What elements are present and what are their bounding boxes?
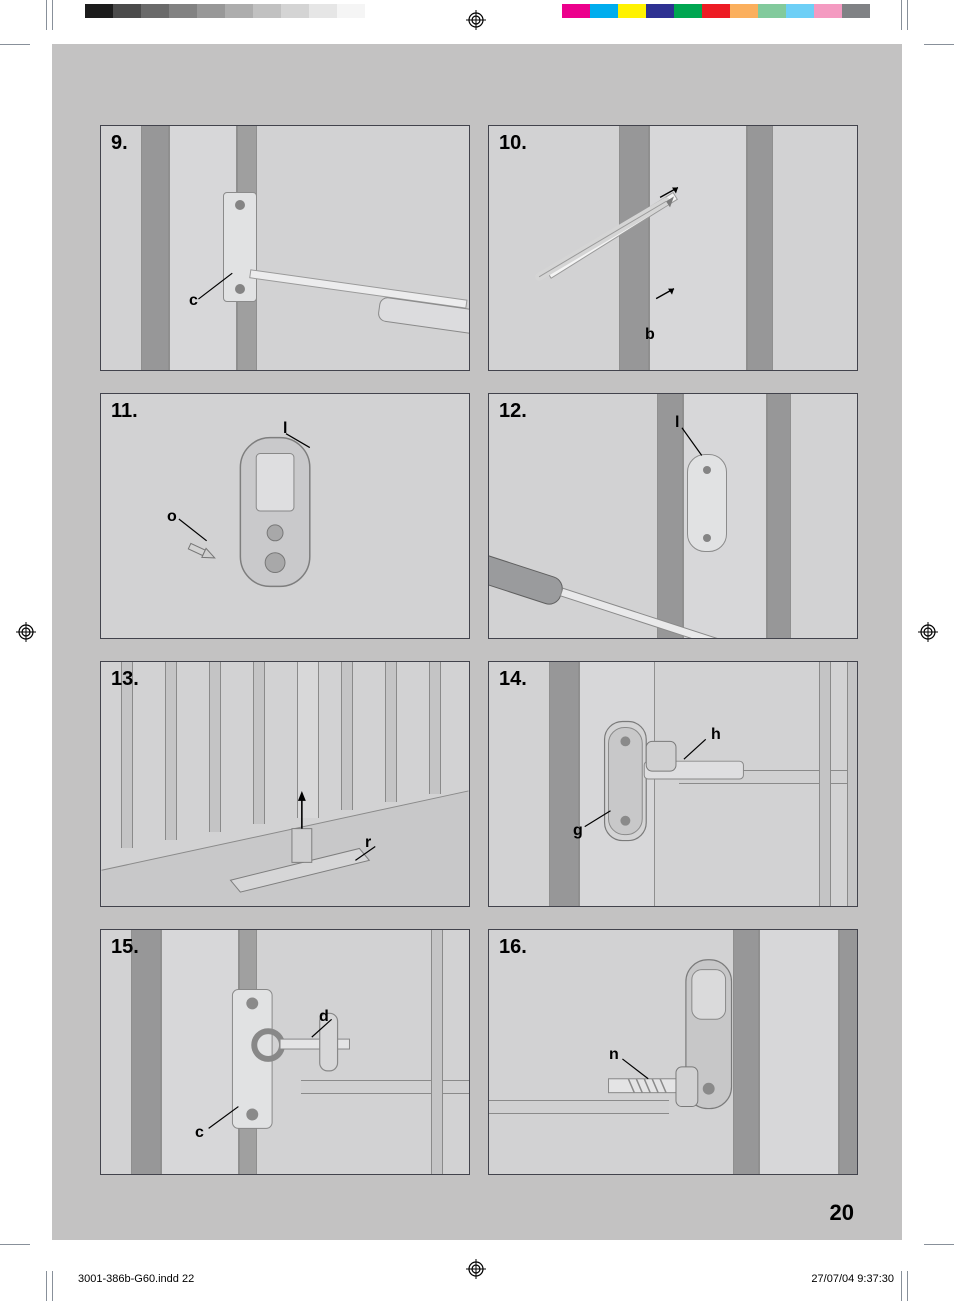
crop-mark	[52, 1271, 53, 1301]
panel-12: 12. l	[488, 393, 858, 639]
crop-mark	[0, 1244, 30, 1245]
crop-mark	[907, 1271, 908, 1301]
illustration: l	[489, 394, 857, 638]
crop-mark	[0, 44, 30, 45]
panel-10: 10.	[488, 125, 858, 371]
part-label: h	[711, 726, 721, 744]
part-label: l	[675, 414, 679, 432]
part-label: d	[319, 1008, 329, 1026]
panel-number: 14.	[499, 668, 527, 691]
illustration: c	[101, 126, 469, 370]
panel-9: 9. c	[100, 125, 470, 371]
part-label: g	[573, 822, 583, 840]
color-calibration-bars	[562, 4, 870, 18]
crop-mark	[52, 0, 53, 30]
footer-timestamp: 27/07/04 9:37:30	[811, 1273, 894, 1285]
registration-mark-icon	[16, 622, 36, 642]
panel-15: 15.	[100, 929, 470, 1175]
panel-11: 11.	[100, 393, 470, 639]
crop-mark	[901, 1271, 902, 1301]
illustration: b	[489, 126, 857, 370]
part-label: c	[189, 292, 198, 310]
print-marks-top	[0, 0, 954, 40]
illustration: n	[489, 930, 857, 1174]
panel-14: 14.	[488, 661, 858, 907]
illustration: d c	[101, 930, 469, 1174]
registration-mark-icon	[466, 10, 486, 30]
panel-number: 11.	[111, 400, 138, 423]
part-label: r	[365, 834, 371, 852]
illustration: r	[101, 662, 469, 906]
panel-number: 10.	[499, 132, 527, 155]
crop-mark	[907, 0, 908, 30]
illustration: l o	[101, 394, 469, 638]
panels-grid: 9. c	[100, 125, 858, 1175]
page-number: 20	[830, 1200, 854, 1226]
footer-filename: 3001-386b-G60.indd 22	[78, 1273, 194, 1285]
panel-number: 12.	[499, 400, 527, 423]
part-label: l	[283, 420, 287, 438]
crop-mark	[924, 1244, 954, 1245]
panel-16: 16.	[488, 929, 858, 1175]
gray-calibration-bars	[85, 4, 365, 18]
part-label: o	[167, 508, 177, 526]
registration-mark-icon	[918, 622, 938, 642]
part-label: b	[645, 326, 655, 344]
crop-mark	[46, 1271, 47, 1301]
crop-mark	[924, 44, 954, 45]
crop-mark	[901, 0, 902, 30]
part-label: c	[195, 1124, 204, 1142]
crop-mark	[46, 0, 47, 30]
content-area: 9. c	[100, 125, 858, 1175]
footer: 3001-386b-G60.indd 22 27/07/04 9:37:30	[78, 1273, 894, 1285]
panel-number: 15.	[111, 936, 139, 959]
panel-number: 16.	[499, 936, 527, 959]
panel-13: 13.	[100, 661, 470, 907]
panel-number: 13.	[111, 668, 139, 691]
part-label: n	[609, 1046, 619, 1064]
illustration: h g	[489, 662, 857, 906]
